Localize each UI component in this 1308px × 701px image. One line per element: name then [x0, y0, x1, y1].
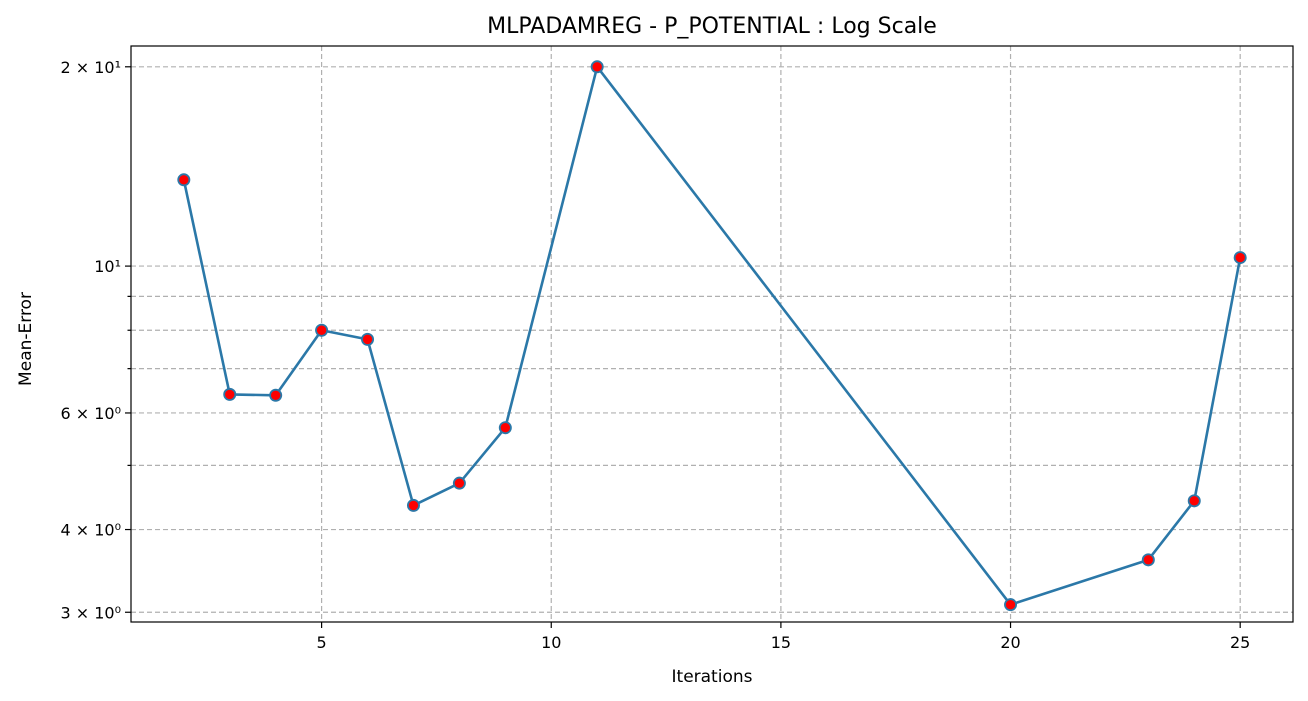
axis-ticks: 5 10 15 20 25 3 × 10⁰ 4 × 10⁰ 6 × 10⁰ 10¹ 2 × 10¹ — [60, 58, 1250, 652]
data-point — [361, 332, 375, 346]
y-tick-label: 3 × 10⁰ — [60, 603, 121, 622]
data-point — [269, 388, 283, 402]
data-point — [452, 476, 466, 490]
data-point — [223, 387, 237, 401]
data-point — [1187, 494, 1201, 508]
data-point — [498, 421, 512, 435]
y-tick-label: 10¹ — [94, 257, 121, 276]
data-point — [406, 498, 420, 512]
data-point — [1233, 251, 1247, 265]
grid — [131, 46, 1293, 622]
series-line-group — [177, 60, 1247, 612]
x-tick-label: 20 — [1000, 633, 1020, 652]
y-tick-label: 4 × 10⁰ — [60, 521, 121, 540]
x-axis-label: Iterations — [672, 667, 753, 687]
series-line — [182, 65, 1242, 606]
data-point — [1141, 553, 1155, 567]
data-point — [177, 173, 191, 187]
chart-title: MLPADAMREG - P_POTENTIAL : Log Scale — [487, 14, 937, 39]
y-tick-label: 6 × 10⁰ — [60, 404, 121, 423]
data-point — [315, 323, 329, 337]
x-tick-label: 15 — [771, 633, 791, 652]
x-tick-label: 10 — [541, 633, 561, 652]
y-axis-label: Mean-Error — [16, 292, 36, 386]
x-tick-label: 5 — [317, 633, 327, 652]
y-tick-label: 2 × 10¹ — [60, 58, 121, 77]
data-point — [1004, 598, 1018, 612]
data-point — [590, 60, 604, 74]
plot-area-frame — [130, 45, 1294, 623]
x-tick-label: 25 — [1230, 633, 1250, 652]
